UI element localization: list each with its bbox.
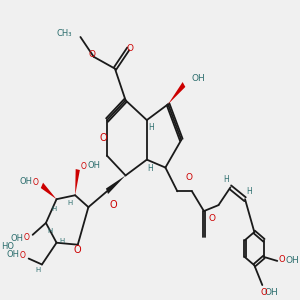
Text: H: H [147,164,153,173]
Text: O: O [74,245,81,255]
Text: O: O [110,200,117,210]
Text: OH: OH [192,74,206,83]
Text: H: H [60,238,65,244]
Polygon shape [106,176,126,194]
Polygon shape [41,183,56,199]
Text: HO: HO [1,242,14,251]
Text: O: O [260,288,267,297]
Text: H: H [246,187,252,196]
Text: O: O [208,214,215,224]
Text: O: O [20,251,26,260]
Text: O: O [100,133,108,143]
Text: O: O [186,173,193,182]
Text: H: H [35,267,40,273]
Text: OH: OH [87,161,100,170]
Text: OH: OH [285,256,299,266]
Text: OH: OH [20,177,33,186]
Text: OH: OH [265,289,279,298]
Text: O: O [24,233,29,242]
Text: CH₃: CH₃ [57,28,73,38]
Text: O: O [33,178,39,187]
Polygon shape [168,82,185,104]
Polygon shape [75,169,80,195]
Text: H: H [148,123,154,132]
Text: O: O [89,50,96,59]
Text: H: H [224,175,229,184]
Text: O: O [81,162,87,171]
Text: H: H [67,200,72,206]
Text: OH: OH [6,250,20,259]
Text: O: O [279,255,286,264]
Text: H: H [51,206,56,212]
Text: OH: OH [11,234,23,243]
Text: H: H [47,228,52,234]
Text: O: O [126,44,133,53]
